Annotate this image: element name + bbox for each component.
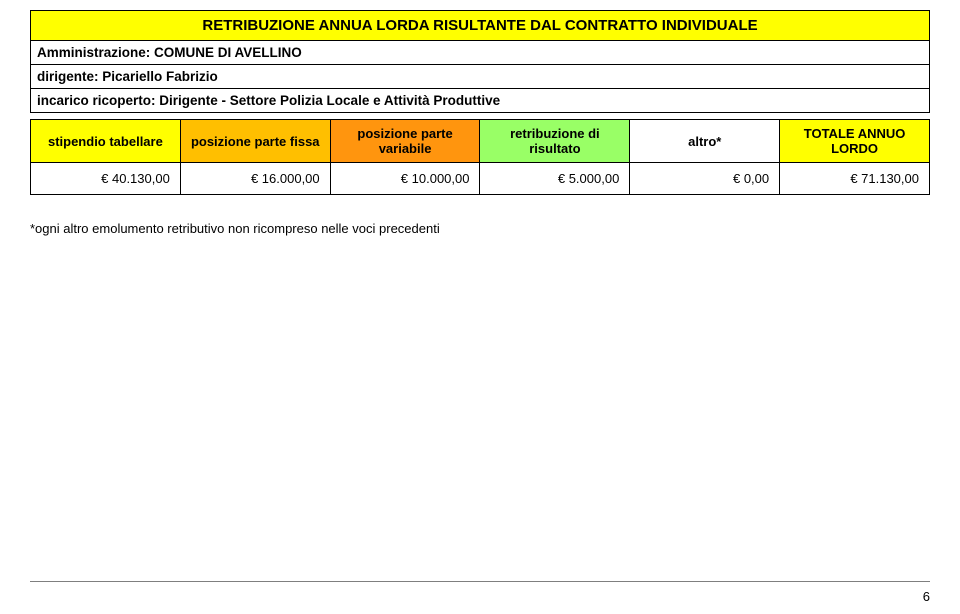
cell-totale: € 71.130,00 [780,163,930,195]
header-risultato: retribuzione di risultato [480,120,630,163]
header-fissa: posizione parte fissa [180,120,330,163]
page: RETRIBUZIONE ANNUA LORDA RISULTANTE DAL … [0,0,960,614]
cell-stipendio: € 40.130,00 [31,163,181,195]
header-variabile: posizione parte variabile [330,120,480,163]
header-totale: TOTALE ANNUO LORDO [780,120,930,163]
compensation-table: stipendio tabellare posizione parte fiss… [30,119,930,195]
administration-row: Amministrazione: COMUNE DI AVELLINO [30,41,930,65]
administration-text: Amministrazione: COMUNE DI AVELLINO [37,45,302,60]
table-row: € 40.130,00 € 16.000,00 € 10.000,00 € 5.… [31,163,930,195]
header-stipendio: stipendio tabellare [31,120,181,163]
header-altro: altro* [630,120,780,163]
cell-risultato: € 5.000,00 [480,163,630,195]
footnote: *ogni altro emolumento retributivo non r… [30,221,930,236]
cell-fissa: € 16.000,00 [180,163,330,195]
manager-row: dirigente: Picariello Fabrizio [30,65,930,89]
role-row: incarico ricoperto: Dirigente - Settore … [30,89,930,113]
table-header-row: stipendio tabellare posizione parte fiss… [31,120,930,163]
footer-divider [30,581,930,582]
cell-variabile: € 10.000,00 [330,163,480,195]
page-number: 6 [923,589,930,604]
role-text: incarico ricoperto: Dirigente - Settore … [37,93,500,108]
title-text: RETRIBUZIONE ANNUA LORDA RISULTANTE DAL … [202,17,757,34]
manager-text: dirigente: Picariello Fabrizio [37,69,218,84]
cell-altro: € 0,00 [630,163,780,195]
title-bar: RETRIBUZIONE ANNUA LORDA RISULTANTE DAL … [30,10,930,41]
